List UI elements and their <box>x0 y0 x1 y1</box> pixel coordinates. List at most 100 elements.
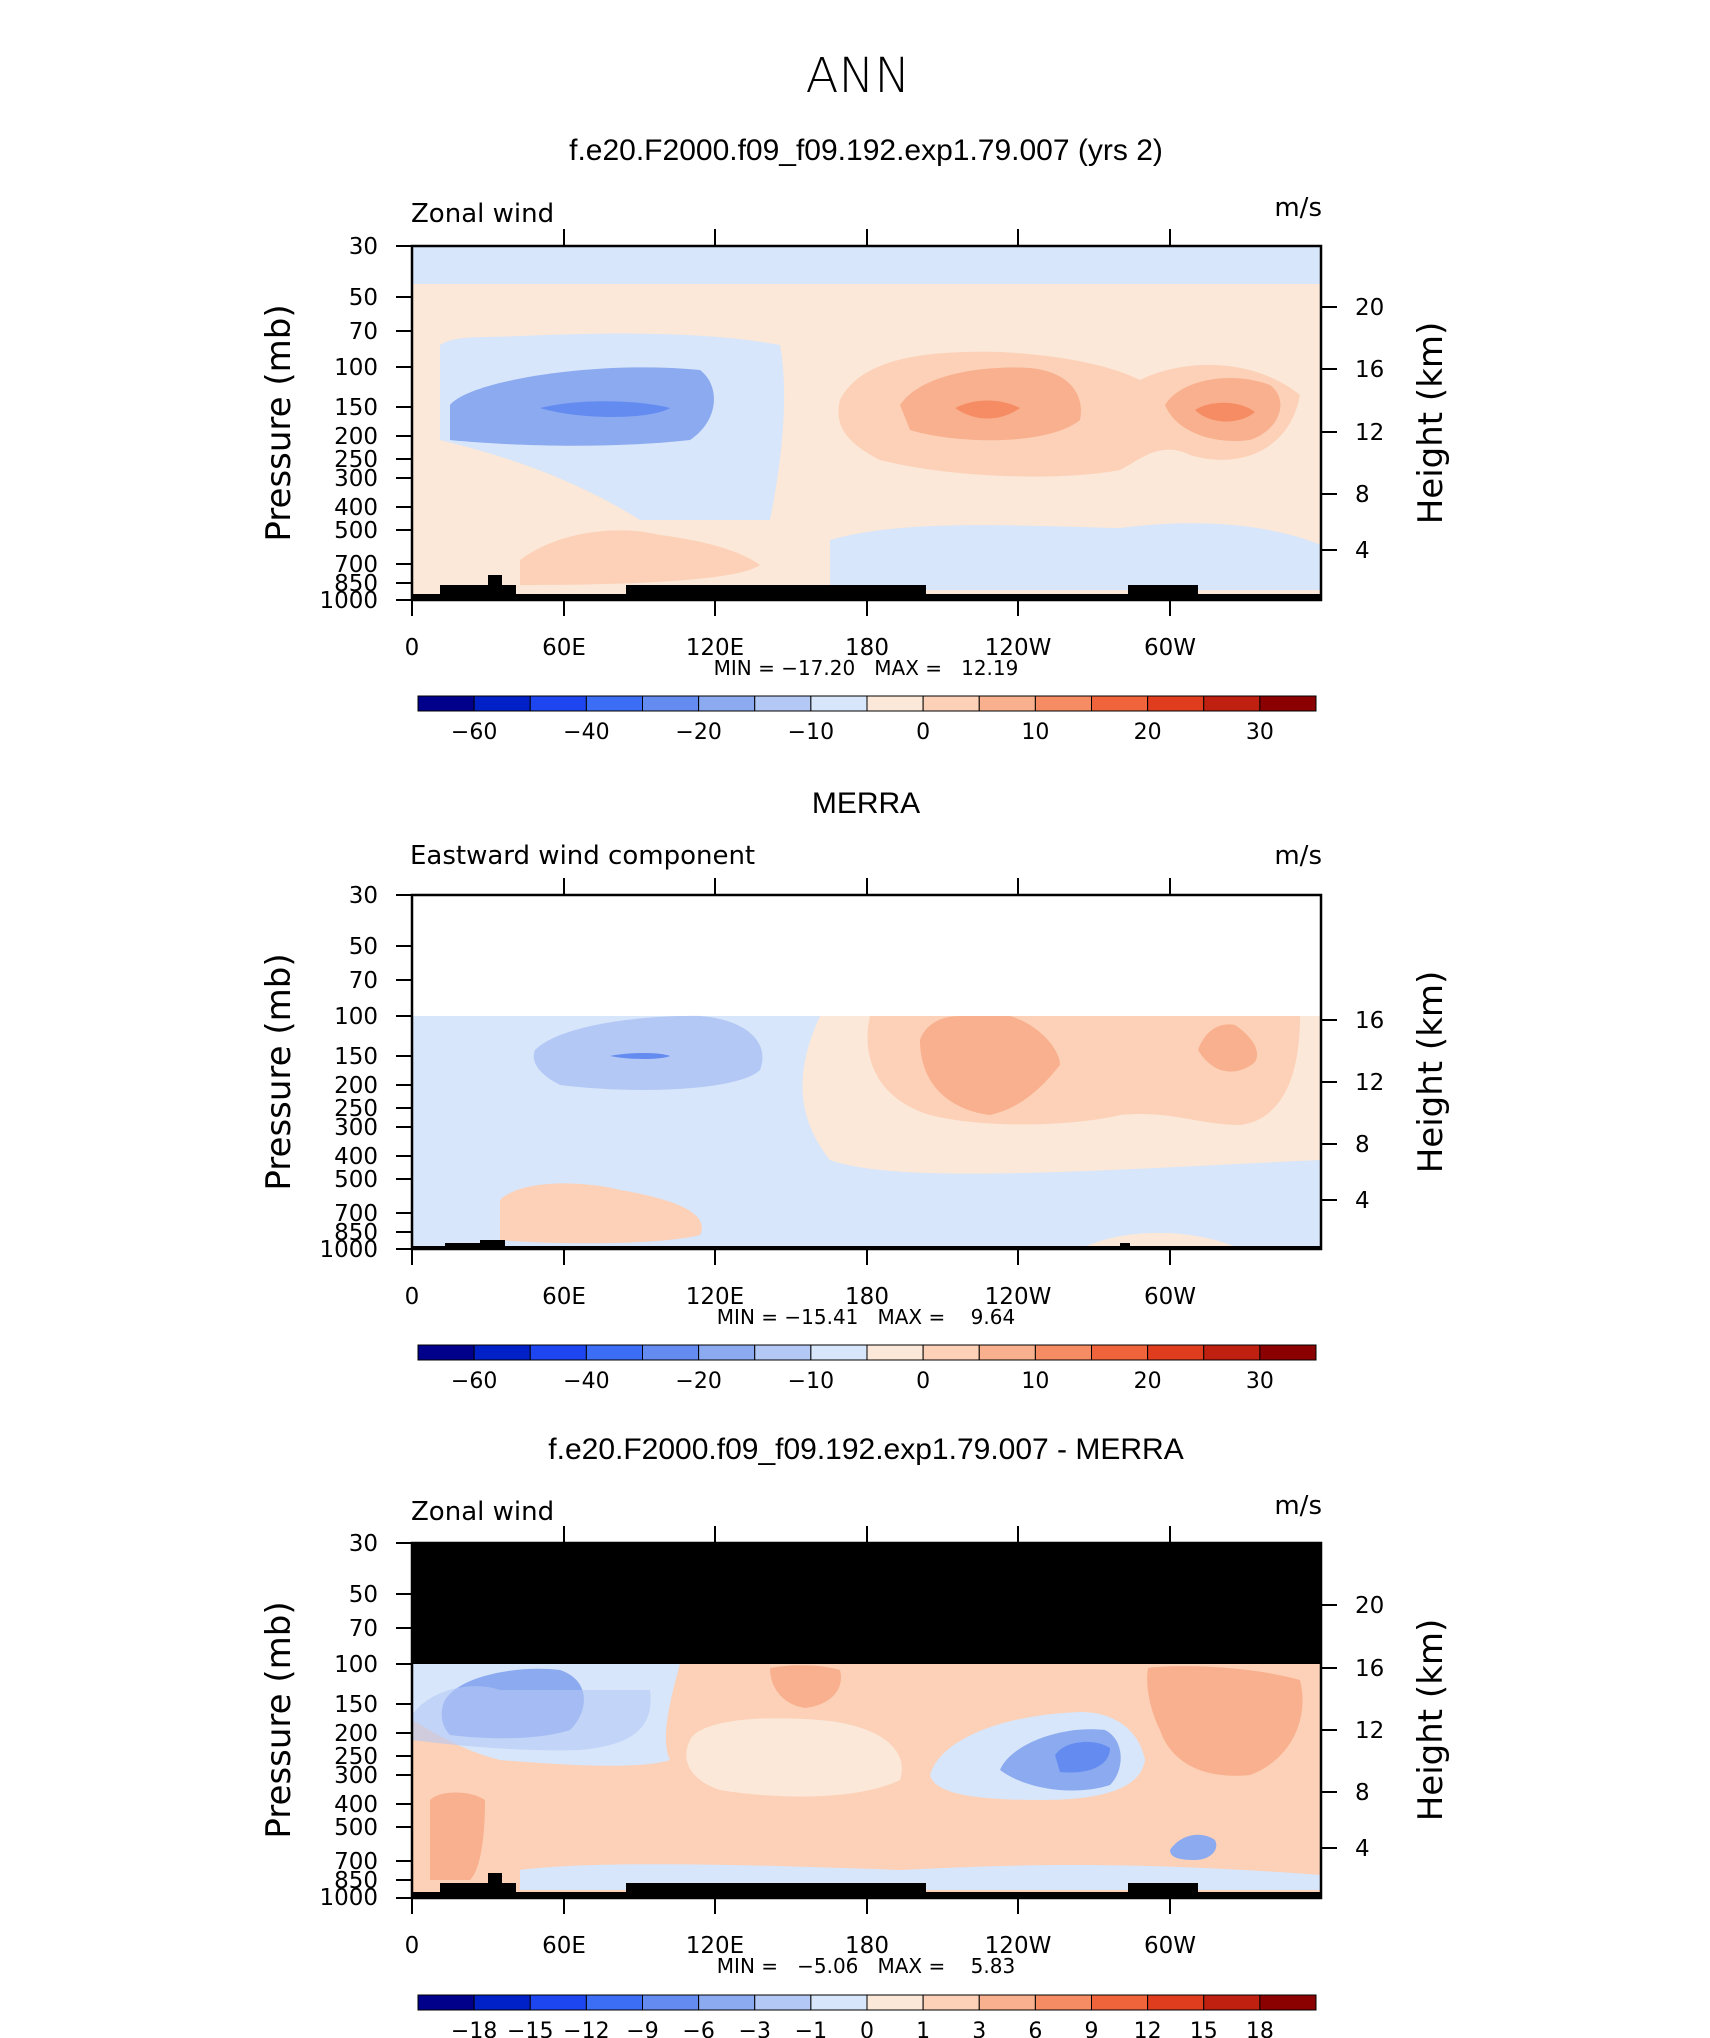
panel-2-top-ticks <box>563 878 1171 895</box>
panel-1-plot <box>410 244 1323 602</box>
panel-3-pressure-label: 500 <box>334 1815 378 1841</box>
panel-3-left-ticks <box>396 1542 412 1899</box>
panel-2-title: MERRA <box>812 787 920 820</box>
panel-2-pressure-label: 400 <box>334 1144 378 1170</box>
panel-1-x-tick-label: 0 <box>405 635 420 661</box>
panel-1-left-ticks <box>396 245 412 601</box>
panel-3-positive-east-core <box>1147 1666 1303 1776</box>
panel-1-pressure-label: 500 <box>334 518 378 544</box>
colorbar-tick-label: 6 <box>1028 2019 1042 2038</box>
colorbar-swatch <box>978 1344 1036 1361</box>
panel-3-height-label: 12 <box>1355 1718 1384 1744</box>
panel-2-pressure-label: 30 <box>349 883 378 909</box>
colorbar-swatch <box>1147 1994 1205 2011</box>
colorbar-swatch <box>922 695 980 712</box>
panel-2-pressure-label: 250 <box>334 1096 378 1122</box>
panel-1-top-ticks <box>563 229 1171 246</box>
panel-1-y-axis-label: Pressure (mb) <box>259 304 299 541</box>
panel-1-colorbar: −60 −40 −20 −10 0 10 20 30 <box>417 695 1317 745</box>
panel-3-x-tick-label: 120E <box>686 1933 744 1959</box>
panel-1-stratosphere-negative-band <box>412 246 1321 284</box>
colorbar-tick-label: −15 <box>507 2019 553 2038</box>
colorbar-tick-label: −60 <box>451 1369 497 1394</box>
panel-1-right-axis-label: Height (km) <box>1411 322 1451 525</box>
panel-2-pressure-label: 100 <box>334 1004 378 1030</box>
colorbar-swatch <box>1091 1994 1149 2011</box>
panel-3-right-axis: 20 16 12 8 4 <box>1321 1593 1384 1862</box>
colorbar-tick-label: −20 <box>675 1369 721 1394</box>
panel-1-right-axis: 20 16 12 8 4 <box>1321 295 1384 564</box>
colorbar-swatch <box>473 1994 531 2011</box>
colorbar-tick-label: 30 <box>1246 720 1274 745</box>
panel-3-negative-east-max <box>1055 1741 1110 1773</box>
colorbar-tick-label: 20 <box>1134 720 1162 745</box>
colorbar-swatch <box>642 695 700 712</box>
colorbar-swatch <box>1034 1344 1092 1361</box>
panel-1-lower-negative-region <box>830 523 1321 590</box>
panel-1-positive-jet-max-b <box>1195 402 1255 422</box>
panel-3-units-label: m/s <box>1274 1491 1322 1521</box>
panel-3-pressure-label: 700 <box>334 1849 378 1875</box>
colorbar-swatch <box>754 695 812 712</box>
panel-1-lower-positive-region <box>520 530 760 585</box>
panel-2-x-tick-label: 120E <box>686 1284 744 1310</box>
colorbar-tick-label: −6 <box>682 2019 714 2038</box>
colorbar-swatch <box>1034 1994 1092 2011</box>
panel-3-pressure-label: 400 <box>334 1792 378 1818</box>
panel-2-surface-topography <box>412 1240 1321 1249</box>
colorbar-swatch <box>1259 1344 1317 1361</box>
colorbar-swatch <box>978 695 1036 712</box>
panel-1-pressure-label: 30 <box>349 234 378 260</box>
panel-1-x-axis: 0 60E 120E 180 120W 60W <box>405 600 1196 661</box>
panel-3-x-tick-label: 120W <box>985 1933 1052 1959</box>
panel-1-pressure-label: 150 <box>334 395 378 421</box>
panel-3-negative-west-band <box>412 1686 651 1751</box>
panel-1-pressure-label: 200 <box>334 424 378 450</box>
panel-2-height-label: 8 <box>1355 1132 1370 1158</box>
panel-1-pressure-label: 1000 <box>319 588 378 614</box>
panel-2-x-tick-label: 120W <box>985 1284 1052 1310</box>
panel-3-right-axis-label: Height (km) <box>1411 1619 1451 1822</box>
colorbar-swatch <box>978 1994 1036 2011</box>
panel-2-negative-jet-core <box>533 1015 763 1090</box>
panel-3-pressure-label: 50 <box>349 1582 378 1608</box>
panel-1-surface-topography <box>412 575 1321 600</box>
panel-1-pressure-label: 850 <box>334 571 378 597</box>
panel-3-height-label: 8 <box>1355 1780 1370 1806</box>
colorbar-tick-label: 20 <box>1134 1369 1162 1394</box>
panel-2-x-tick-label: 60E <box>542 1284 586 1310</box>
colorbar-swatch <box>473 695 531 712</box>
colorbar-swatch <box>810 695 868 712</box>
panel-3-masked-region <box>412 1543 1321 1664</box>
colorbar-swatch <box>585 1344 643 1361</box>
panel-1-height-label: 8 <box>1355 482 1370 508</box>
colorbar-swatch <box>1091 695 1149 712</box>
panel-3-plot <box>410 1541 1323 1900</box>
panel-3-positive-west-core <box>430 1792 485 1880</box>
colorbar-swatch <box>473 1344 531 1361</box>
panel-3-pressure-label: 30 <box>349 1531 378 1557</box>
panel-2-pressure-label: 70 <box>349 968 378 994</box>
panel-2-pressure-label: 150 <box>334 1044 378 1070</box>
panel-2-positive-jet-core-a <box>920 1016 1060 1115</box>
panel-1-x-tick-label: 120E <box>686 635 744 661</box>
panel-3-variable-label: Zonal wind <box>411 1497 554 1527</box>
colorbar-swatch <box>698 1994 756 2011</box>
panel-2-pressure-label: 850 <box>334 1220 378 1246</box>
panel-1: f.e20.F2000.f09_f09.192.exp1.79.007 (yrs… <box>259 134 1451 745</box>
panel-2-x-axis: 0 60E 120E 180 120W 60W <box>405 1249 1196 1310</box>
panel-3-x-axis: 0 60E 120E 180 120W 60W <box>405 1898 1196 1959</box>
panel-3-x-tick-label: 180 <box>845 1933 889 1959</box>
panel-2-height-label: 4 <box>1355 1188 1370 1214</box>
panel-3-x-tick-label: 60W <box>1144 1933 1196 1959</box>
colorbar-swatch <box>1203 695 1261 712</box>
panel-3-pressure-label: 150 <box>334 1692 378 1718</box>
colorbar-tick-label: −40 <box>563 720 609 745</box>
panel-1-pressure-label: 700 <box>334 552 378 578</box>
colorbar-tick-label: −18 <box>451 2019 497 2038</box>
panel-2-x-tick-label: 180 <box>845 1284 889 1310</box>
panel-1-height-label: 4 <box>1355 538 1370 564</box>
panel-1-left-axis-labels: 30 50 70 100 150 200 250 300 400 500 700… <box>319 234 378 614</box>
panel-1-x-tick-label: 120W <box>985 635 1052 661</box>
panel-1-pressure-label: 250 <box>334 447 378 473</box>
